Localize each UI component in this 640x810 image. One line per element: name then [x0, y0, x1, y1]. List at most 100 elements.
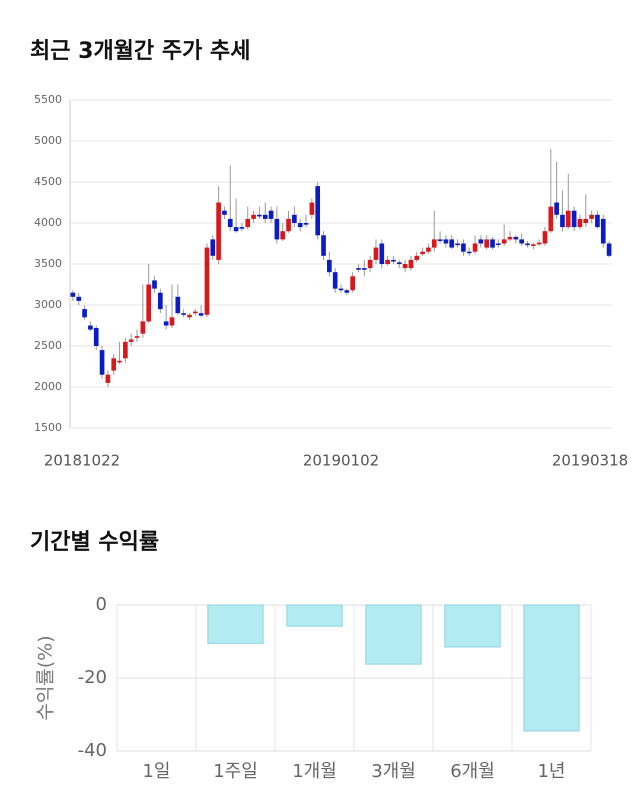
candle-body	[239, 227, 245, 229]
chart-title: 기간별 수익률	[30, 530, 159, 555]
x-tick-label: 20190102	[303, 452, 379, 470]
candle-body	[356, 268, 361, 270]
candle-body	[303, 223, 309, 225]
y-tick-label: -40	[78, 740, 107, 761]
y-tick-label: 4500	[34, 175, 62, 188]
y-tick-label: 2000	[34, 380, 62, 393]
candle-body	[396, 262, 402, 264]
x-tick-label: 1년	[537, 761, 565, 782]
candle-body	[496, 243, 501, 245]
candle-body	[105, 374, 111, 383]
candle-body	[227, 218, 233, 228]
candle-body	[525, 243, 530, 246]
candle-body	[455, 243, 460, 246]
candle-body	[606, 243, 612, 256]
y-tick-label: 5000	[34, 134, 62, 147]
candle-body	[315, 186, 321, 236]
candle-body	[519, 239, 524, 244]
candle-body	[181, 313, 186, 315]
candle-body	[536, 242, 542, 245]
candle-body	[583, 218, 589, 223]
candle-body	[461, 243, 466, 252]
candle-body	[589, 214, 594, 219]
candle-body	[286, 218, 291, 232]
candle-body	[233, 227, 239, 232]
y-tick-label: 3000	[34, 298, 62, 311]
candle-body	[426, 247, 431, 252]
candle-body	[169, 317, 175, 326]
candle-body	[373, 247, 379, 260]
candle-body	[437, 239, 443, 242]
x-tick-label: 1개월	[292, 761, 337, 782]
candle-body	[600, 218, 606, 244]
candle-body	[111, 358, 117, 371]
candle-body	[408, 259, 414, 269]
candle-body	[513, 236, 519, 240]
y-tick-label: 5500	[34, 93, 62, 106]
x-tick-label: 1일	[142, 761, 170, 782]
candle-body	[577, 218, 583, 228]
candle-body	[484, 239, 490, 248]
candle-body	[198, 313, 204, 316]
candle-body	[257, 214, 262, 217]
candle-body	[99, 350, 105, 375]
candle-body	[187, 314, 192, 318]
candle-body	[268, 210, 274, 219]
y-tick-label: 2500	[34, 339, 62, 352]
candle-body	[175, 296, 181, 314]
candle-body	[321, 235, 326, 256]
bar	[286, 604, 343, 627]
candle-body	[338, 288, 344, 291]
candle-body	[158, 292, 163, 310]
candle-body	[414, 255, 420, 260]
y-tick-label: 1500	[34, 421, 62, 434]
y-axis-label: 수익률(%)	[35, 635, 57, 720]
candle-body	[332, 272, 338, 289]
candle-body	[70, 292, 76, 297]
candle-body	[490, 239, 495, 248]
candle-body	[251, 214, 256, 219]
candle-body	[192, 311, 198, 314]
candle-body	[472, 243, 478, 252]
candle-body	[297, 223, 303, 228]
bar	[444, 604, 501, 648]
candle-body	[152, 280, 157, 289]
y-tick-label: 3500	[34, 257, 62, 270]
candle-body	[262, 214, 268, 219]
candle-body	[82, 309, 87, 318]
candle-body	[507, 236, 513, 240]
candle-body	[274, 218, 280, 240]
candle-body	[443, 239, 449, 244]
candle-body	[420, 251, 425, 255]
candle-body	[379, 243, 385, 264]
candle-body	[140, 321, 146, 334]
candle-body	[560, 214, 565, 228]
candle-body	[204, 247, 210, 315]
candle-body	[123, 341, 128, 359]
candle-body	[146, 284, 152, 322]
candle-body	[367, 259, 373, 269]
candle-body	[361, 268, 367, 270]
candle-body	[391, 259, 396, 262]
bar	[523, 604, 580, 732]
candle-body	[134, 336, 140, 338]
x-tick-label: 3개월	[371, 761, 416, 782]
y-tick-label: 0	[96, 594, 107, 615]
x-tick-label: 1주일	[213, 761, 258, 782]
candle-body	[117, 360, 122, 363]
candle-body	[222, 210, 227, 215]
candle-body	[565, 210, 571, 228]
y-tick-label: 4000	[34, 216, 62, 229]
chart-title: 최근 3개월간 주가 추세	[30, 39, 250, 64]
candle-body	[595, 214, 600, 228]
candle-body	[542, 231, 548, 244]
candle-body	[350, 276, 355, 291]
candle-body	[128, 339, 134, 342]
candle-body	[385, 259, 390, 264]
y-tick-label: -20	[78, 667, 107, 688]
bar	[207, 604, 264, 644]
candle-body	[449, 239, 455, 248]
bar	[365, 604, 422, 665]
